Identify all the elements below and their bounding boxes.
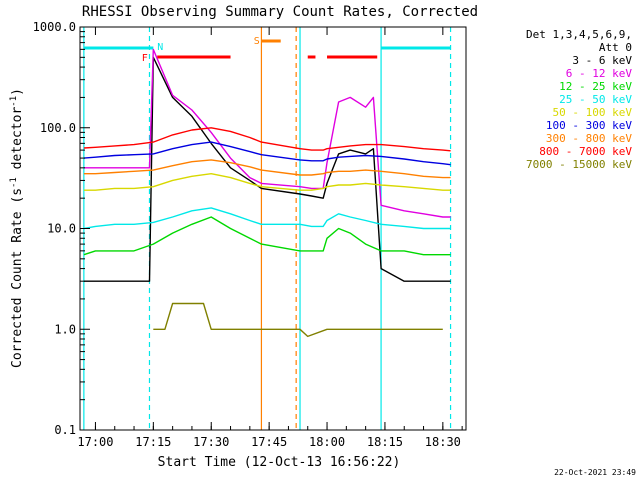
y-tick-label-3: 1.0	[54, 322, 76, 336]
y-axis: 1000.0 100.0 10.0 1.0 0.1	[33, 20, 90, 437]
legend-header-line1: Det 1,3,4,5,6,9,	[526, 28, 632, 41]
legend-entry-3: 25 - 50 keV	[559, 93, 632, 106]
series-line-1	[83, 48, 451, 218]
y-axis-label-prefix: Corrected Count Rate (s	[10, 188, 25, 368]
series-line-0	[83, 56, 451, 282]
legend-entry-5: 100 - 300 keV	[546, 119, 632, 132]
legend-entry-7: 800 - 7000 keV	[539, 145, 632, 158]
x-axis-label: Start Time (12-Oct-13 16:56:22)	[158, 455, 401, 470]
flag-label-S: S	[254, 36, 260, 47]
x-tick-label-2: 17:30	[193, 435, 229, 449]
legend-entry-8: 7000 - 15000 keV	[526, 158, 632, 171]
series-line-6	[83, 159, 451, 179]
flag-label-F: F	[142, 53, 148, 64]
legend-entry-4: 50 - 100 keV	[553, 106, 633, 119]
legend-entry-1: 6 - 12 keV	[566, 67, 633, 80]
x-tick-label-4: 18:00	[309, 435, 345, 449]
plot-frame	[79, 26, 467, 431]
flag-label-N: N	[157, 42, 163, 53]
x-tick-label-3: 17:45	[251, 435, 287, 449]
y-axis-label-suffix: )	[10, 88, 25, 96]
y-axis-label-mid: detector	[10, 107, 25, 178]
x-tick-label-5: 18:15	[367, 435, 403, 449]
y-axis-label: Corrected Count Rate (s-1 detector-1)	[9, 88, 25, 368]
y-tick-label-2: 10.0	[47, 222, 76, 236]
series-line-3	[83, 207, 451, 230]
x-tick-label-1: 17:15	[135, 435, 171, 449]
legend-entry-0: 3 - 6 keV	[572, 54, 632, 67]
legend-header-line2: Att 0	[599, 41, 632, 54]
legend-entry-2: 12 - 25 keV	[559, 80, 632, 93]
footer-timestamp: 22-Oct-2021 23:49	[554, 468, 636, 477]
y-tick-label-4: 0.1	[54, 423, 76, 437]
series-line-5	[83, 141, 451, 166]
y-tick-label-0: 1000.0	[33, 20, 76, 34]
x-axis: 17:00 17:15 17:30 17:45 18:00 18:15 18:30	[77, 27, 463, 449]
series-line-7	[83, 127, 451, 152]
x-tick-label-0: 17:00	[77, 435, 113, 449]
y-axis-label-exp2: -1	[9, 96, 19, 107]
x-tick-label-6: 18:30	[425, 435, 461, 449]
series-line-2	[83, 216, 451, 256]
legend-entry-6: 300 - 800 keV	[546, 132, 632, 145]
y-axis-label-exp1: -1	[9, 177, 19, 188]
plot-area: NF S	[83, 27, 452, 430]
y-tick-label-1: 100.0	[40, 121, 76, 135]
chart-title: RHESSI Observing Summary Count Rates, Co…	[82, 4, 478, 20]
series-line-8	[153, 302, 443, 338]
series-line-4	[83, 172, 451, 191]
